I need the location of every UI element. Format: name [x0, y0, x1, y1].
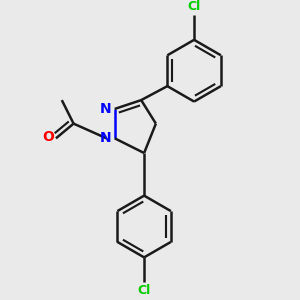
Text: N: N: [100, 131, 111, 145]
Text: Cl: Cl: [188, 0, 201, 13]
Text: O: O: [43, 130, 55, 144]
Text: Cl: Cl: [137, 284, 151, 297]
Text: N: N: [100, 102, 111, 116]
